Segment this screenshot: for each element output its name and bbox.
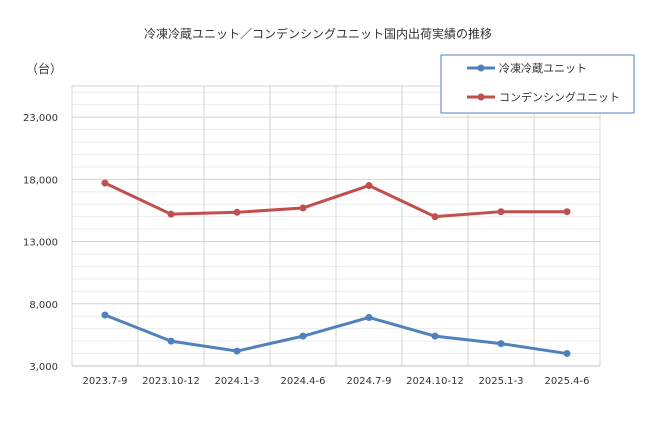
data-point <box>167 210 175 218</box>
legend-marker <box>477 93 485 101</box>
data-point <box>365 313 373 321</box>
x-tick-label: 2024.7-9 <box>347 376 392 387</box>
y-unit-label: （台） <box>26 61 62 76</box>
series-lines <box>101 179 571 358</box>
data-point <box>233 208 241 216</box>
legend-box <box>440 54 635 114</box>
data-point <box>431 213 439 221</box>
y-tick-label: 18,000 <box>23 175 58 186</box>
x-tick-label: 2024.1-3 <box>215 376 260 387</box>
y-tick-label: 8,000 <box>29 300 58 311</box>
y-tick-label: 13,000 <box>23 238 58 249</box>
legend-marker <box>477 64 485 72</box>
data-point <box>101 311 109 319</box>
data-point <box>233 347 241 355</box>
data-point <box>497 208 505 216</box>
data-point <box>497 340 505 348</box>
gridlines <box>71 85 601 367</box>
data-point <box>299 332 307 340</box>
y-tick-label: 23,000 <box>23 113 58 124</box>
data-point <box>563 208 571 216</box>
x-tick-label: 2023.10-12 <box>142 376 200 387</box>
x-tick-label: 2024.10-12 <box>406 376 464 387</box>
x-tick-label: 2024.4-6 <box>281 376 326 387</box>
legend-label: 冷凍冷蔵ユニット <box>499 62 587 75</box>
chart-title: 冷凍冷蔵ユニット／コンデンシングユニット国内出荷実績の推移 <box>144 26 492 41</box>
series-line-1 <box>103 313 569 356</box>
axes: 3,000 8,000 13,000 18,000 23,000 2023.7-9 2023… <box>23 113 600 387</box>
data-point <box>167 337 175 345</box>
series-line-2 <box>103 181 569 219</box>
x-tick-label: 2025.4-6 <box>545 376 590 387</box>
x-tick-label: 2025.1-3 <box>479 376 524 387</box>
data-point <box>365 182 373 190</box>
data-point <box>431 332 439 340</box>
legend-label: コンデンシングユニット <box>499 90 620 104</box>
data-point <box>299 204 307 212</box>
data-point <box>101 179 109 187</box>
data-point <box>563 350 571 358</box>
y-tick-label: 3,000 <box>29 362 58 373</box>
x-tick-label: 2023.7-9 <box>83 376 128 387</box>
